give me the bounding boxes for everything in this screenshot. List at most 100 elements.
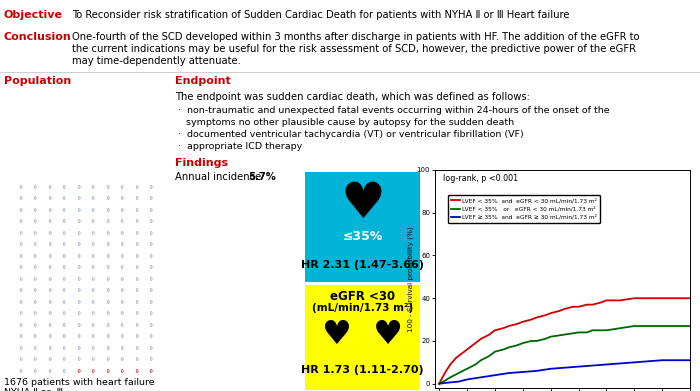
Text: ·  documented ventricular tachycardia (VT) or ventricular fibrillation (VF): · documented ventricular tachycardia (VT… [178, 130, 524, 139]
Text: ⚬: ⚬ [147, 321, 154, 330]
Text: ⚬: ⚬ [46, 355, 52, 364]
Text: ⚬: ⚬ [46, 264, 52, 273]
Text: ⚬: ⚬ [32, 229, 38, 238]
Text: ⚬: ⚬ [147, 252, 154, 261]
Text: ⚬: ⚬ [32, 194, 38, 203]
Text: The endpoint was sudden cardiac death, which was defined as follows:: The endpoint was sudden cardiac death, w… [175, 92, 530, 102]
Text: ⚬: ⚬ [147, 240, 154, 249]
Text: ⚬: ⚬ [46, 240, 52, 249]
Text: ⚬: ⚬ [133, 194, 139, 203]
Text: ⚬: ⚬ [133, 321, 139, 330]
Text: ⚬: ⚬ [90, 264, 96, 273]
Text: ⚬: ⚬ [133, 332, 139, 341]
Text: ⚬: ⚬ [118, 287, 125, 296]
Text: ⚬: ⚬ [75, 344, 81, 353]
Text: To Reconsider risk stratification of Sudden Cardiac Death for patients with NYHA: To Reconsider risk stratification of Sud… [72, 10, 570, 20]
Text: ⚬: ⚬ [118, 240, 125, 249]
Text: ⚬: ⚬ [17, 194, 23, 203]
Text: ⚬: ⚬ [60, 355, 66, 364]
Text: ·  non-traumatic and unexpected fatal events occurring within 24-hours of the on: · non-traumatic and unexpected fatal eve… [178, 106, 610, 115]
Y-axis label: 100 - Survival probability (%): 100 - Survival probability (%) [407, 226, 414, 332]
Text: ⚬: ⚬ [60, 264, 66, 273]
Text: ⚬: ⚬ [75, 194, 81, 203]
Text: ⚬: ⚬ [147, 194, 154, 203]
Text: ⚬: ⚬ [104, 240, 110, 249]
Text: ⚬: ⚬ [46, 194, 52, 203]
Text: ⚬: ⚬ [17, 367, 23, 376]
Text: Objective: Objective [4, 10, 63, 20]
Text: ⚬: ⚬ [90, 252, 96, 261]
Text: ⚬: ⚬ [46, 298, 52, 307]
Text: ⚬: ⚬ [104, 287, 110, 296]
Text: ⚬: ⚬ [17, 287, 23, 296]
Text: ⚬: ⚬ [17, 321, 23, 330]
Text: ⚬: ⚬ [75, 355, 81, 364]
Text: ⚬: ⚬ [75, 287, 81, 296]
Text: ⚬: ⚬ [133, 206, 139, 215]
Text: log-rank, p <0.001: log-rank, p <0.001 [442, 174, 518, 183]
Text: ⚬: ⚬ [147, 287, 154, 296]
Text: ⚬: ⚬ [90, 332, 96, 341]
Text: ⚬: ⚬ [17, 183, 23, 192]
Text: ⚬: ⚬ [17, 217, 23, 226]
Text: ⚬: ⚬ [60, 217, 66, 226]
Text: ⚬: ⚬ [118, 252, 125, 261]
Text: ⚬: ⚬ [133, 287, 139, 296]
Text: ⚬: ⚬ [90, 229, 96, 238]
Text: ⚬: ⚬ [60, 310, 66, 319]
Text: Population: Population [4, 76, 71, 86]
Text: ⚬: ⚬ [60, 183, 66, 192]
Text: ⚬: ⚬ [17, 332, 23, 341]
Text: ⚬: ⚬ [133, 240, 139, 249]
Text: ⚬: ⚬ [133, 217, 139, 226]
Text: HR 1.73 (1.11-2.70): HR 1.73 (1.11-2.70) [301, 365, 424, 375]
Bar [305, 285, 420, 390]
Text: ≤35%: ≤35% [342, 230, 383, 243]
Text: HR 2.31 (1.47-3.66): HR 2.31 (1.47-3.66) [301, 260, 424, 270]
Text: ⚬: ⚬ [90, 298, 96, 307]
Text: ⚬: ⚬ [46, 217, 52, 226]
Text: ⚬: ⚬ [118, 367, 125, 376]
Text: ⚬: ⚬ [75, 367, 81, 376]
Text: ⚬: ⚬ [17, 355, 23, 364]
Text: ⚬: ⚬ [32, 183, 38, 192]
Text: ⚬: ⚬ [90, 275, 96, 284]
Text: ⚬: ⚬ [147, 229, 154, 238]
Text: ⚬: ⚬ [118, 194, 125, 203]
Text: ⚬: ⚬ [46, 229, 52, 238]
Text: ⚬: ⚬ [104, 332, 110, 341]
Text: ⚬: ⚬ [147, 217, 154, 226]
Text: ⚬: ⚬ [90, 287, 96, 296]
Text: ⚬: ⚬ [17, 298, 23, 307]
Text: ♥: ♥ [340, 180, 385, 228]
Text: ⚬: ⚬ [75, 206, 81, 215]
Text: ⚬: ⚬ [104, 264, 110, 273]
Text: ⚬: ⚬ [118, 298, 125, 307]
Text: ⚬: ⚬ [104, 275, 110, 284]
Text: ⚬: ⚬ [32, 206, 38, 215]
Text: ⚬: ⚬ [104, 367, 110, 376]
Text: ⚬: ⚬ [60, 367, 66, 376]
Text: ⚬: ⚬ [118, 206, 125, 215]
Text: ⚬: ⚬ [118, 217, 125, 226]
Text: ⚬: ⚬ [32, 298, 38, 307]
Text: ⚬: ⚬ [104, 252, 110, 261]
Text: ⚬: ⚬ [60, 194, 66, 203]
Text: ⚬: ⚬ [133, 275, 139, 284]
Text: ⚬: ⚬ [32, 287, 38, 296]
Text: ⚬: ⚬ [17, 264, 23, 273]
Text: ⚬: ⚬ [118, 264, 125, 273]
Text: ⚬: ⚬ [133, 229, 139, 238]
Text: ⚬: ⚬ [147, 355, 154, 364]
Text: One-fourth of the SCD developed within 3 months after discharge in patients with: One-fourth of the SCD developed within 3… [72, 32, 640, 42]
Text: ⚬: ⚬ [46, 206, 52, 215]
Text: ⚬: ⚬ [60, 206, 66, 215]
Text: ⚬: ⚬ [147, 183, 154, 192]
Text: ⚬: ⚬ [32, 217, 38, 226]
Text: ⚬: ⚬ [60, 298, 66, 307]
Text: 5.7%: 5.7% [248, 172, 276, 182]
Text: ⚬: ⚬ [133, 264, 139, 273]
Text: NYHA Ⅱ or  Ⅲ: NYHA Ⅱ or Ⅲ [4, 388, 63, 391]
Text: ⚬: ⚬ [118, 275, 125, 284]
Text: ⚬: ⚬ [147, 206, 154, 215]
